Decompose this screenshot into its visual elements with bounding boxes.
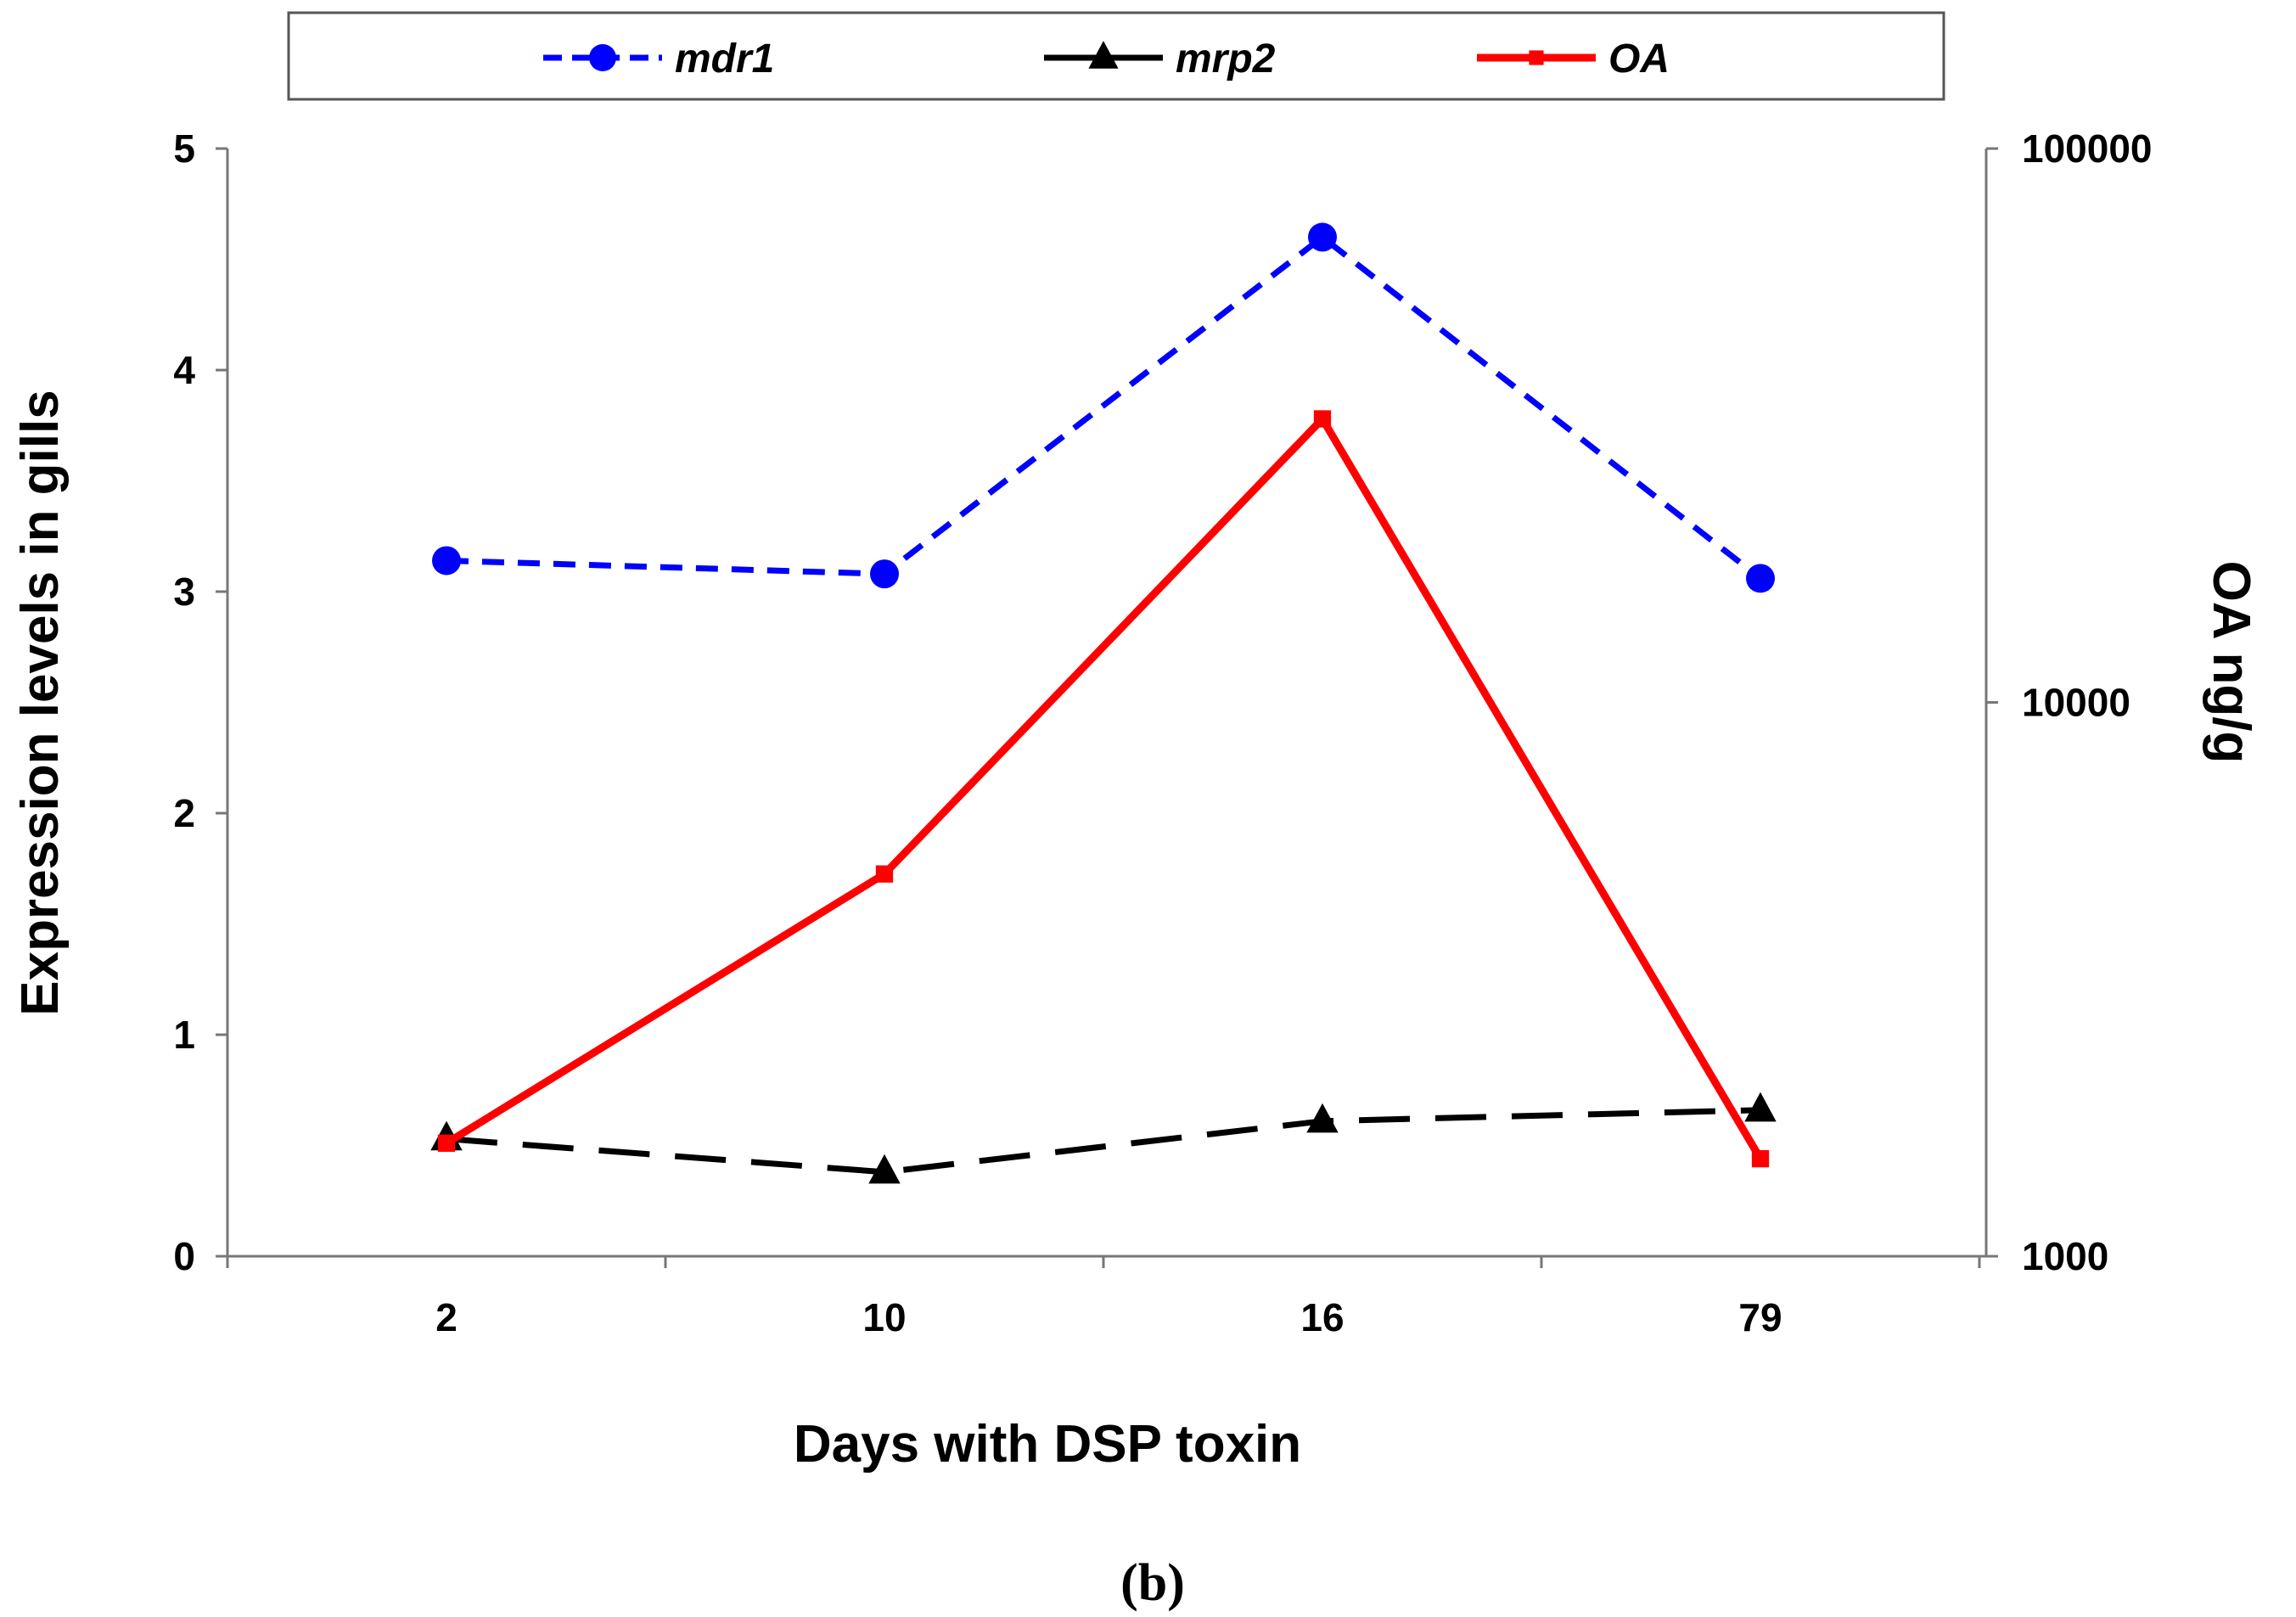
y-tick-label: 3 [173, 570, 195, 614]
data-point [868, 1154, 901, 1184]
legend: mdr1 mrp2 OA [287, 11, 1945, 101]
figure-caption: (b) [1120, 1554, 1185, 1612]
y2-tick-label: 10000 [2022, 681, 2130, 725]
series-mdr1 [432, 222, 1775, 593]
legend-label: mrp2 [1176, 36, 1276, 81]
y2-tick-label: 100000 [2022, 126, 2153, 171]
legend-label: mdr1 [675, 36, 774, 81]
data-point [1088, 41, 1119, 69]
legend-item-OA: OA [1477, 36, 1670, 81]
data-point [1744, 1092, 1777, 1122]
legend-item-mrp2: mrp2 [1044, 36, 1276, 81]
series-layer [430, 222, 1777, 1184]
x-tick-label: 10 [862, 1295, 906, 1339]
y2-axis-title: OA ng/g [2202, 561, 2260, 764]
y-tick-label: 5 [173, 126, 195, 171]
series-OA [437, 410, 1770, 1168]
x-tick-label: 2 [435, 1295, 458, 1339]
axes: 0 1 2 3 4 5 1000 10000 100000 2 10 16 79 [173, 126, 2152, 1339]
data-point [589, 44, 616, 71]
data-point [1529, 50, 1544, 65]
y-tick-label: 2 [173, 791, 195, 835]
x-tick-label: 16 [1300, 1295, 1344, 1339]
x-tick-label: 79 [1738, 1295, 1782, 1339]
series-mrp2 [430, 1092, 1777, 1184]
x-axis-title: Days with DSP toxin [794, 1415, 1301, 1474]
data-point [1313, 410, 1332, 428]
series-line [446, 233, 1763, 581]
data-point [875, 865, 894, 883]
series-line [444, 414, 1764, 1161]
y-tick-label: 1 [173, 1013, 195, 1057]
data-point [432, 546, 461, 575]
data-point [1306, 1103, 1339, 1133]
y-axis-title: Expression levels in gills [11, 390, 70, 1015]
legend-label: OA [1608, 36, 1670, 81]
data-point [1308, 222, 1337, 252]
data-point [1746, 564, 1775, 593]
data-point [1751, 1149, 1770, 1168]
legend-item-mdr1: mdr1 [543, 36, 774, 81]
y2-tick-label: 1000 [2022, 1234, 2108, 1278]
data-point [437, 1134, 456, 1152]
data-point [870, 559, 899, 589]
y-tick-label: 0 [173, 1234, 195, 1278]
y-tick-label: 4 [173, 348, 195, 392]
series-line [446, 1107, 1761, 1176]
